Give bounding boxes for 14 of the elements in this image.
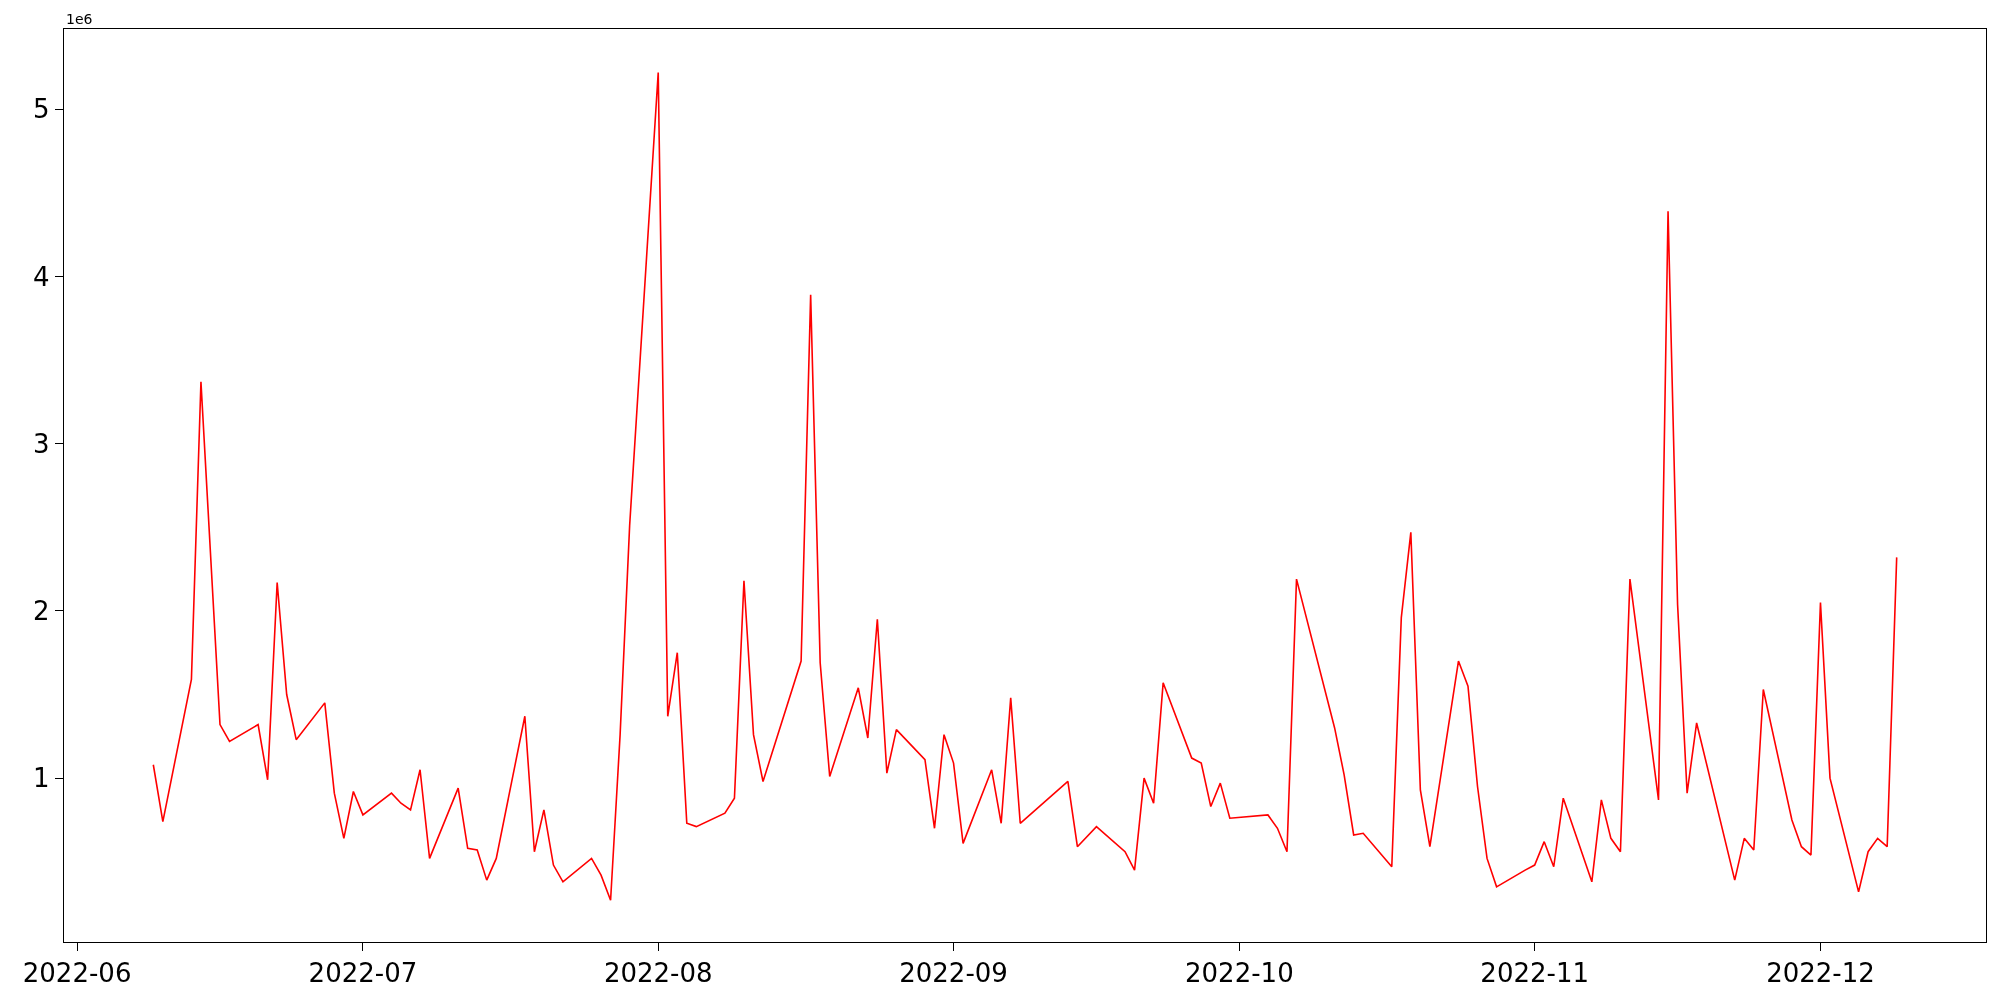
y-tick-label: 5 (33, 94, 50, 125)
y-tick-label: 1 (33, 763, 50, 794)
line-series (152, 71, 1898, 901)
x-tick-label: 2022-12 (1766, 958, 1875, 989)
x-tick-label: 2022-07 (308, 958, 418, 989)
text: 1e6 (66, 11, 93, 27)
x-tick-label: 2022-06 (22, 958, 132, 989)
y-tick-label: 4 (33, 261, 50, 292)
x-tick-label: 2022-08 (603, 958, 713, 989)
x-tick-label: 2022-09 (899, 958, 1008, 989)
y-tick-label: 3 (33, 428, 50, 459)
y-tick-label: 2 (33, 596, 50, 627)
x-tick-label: 2022-10 (1185, 958, 1294, 989)
x-tick-label: 2022-11 (1480, 958, 1589, 989)
